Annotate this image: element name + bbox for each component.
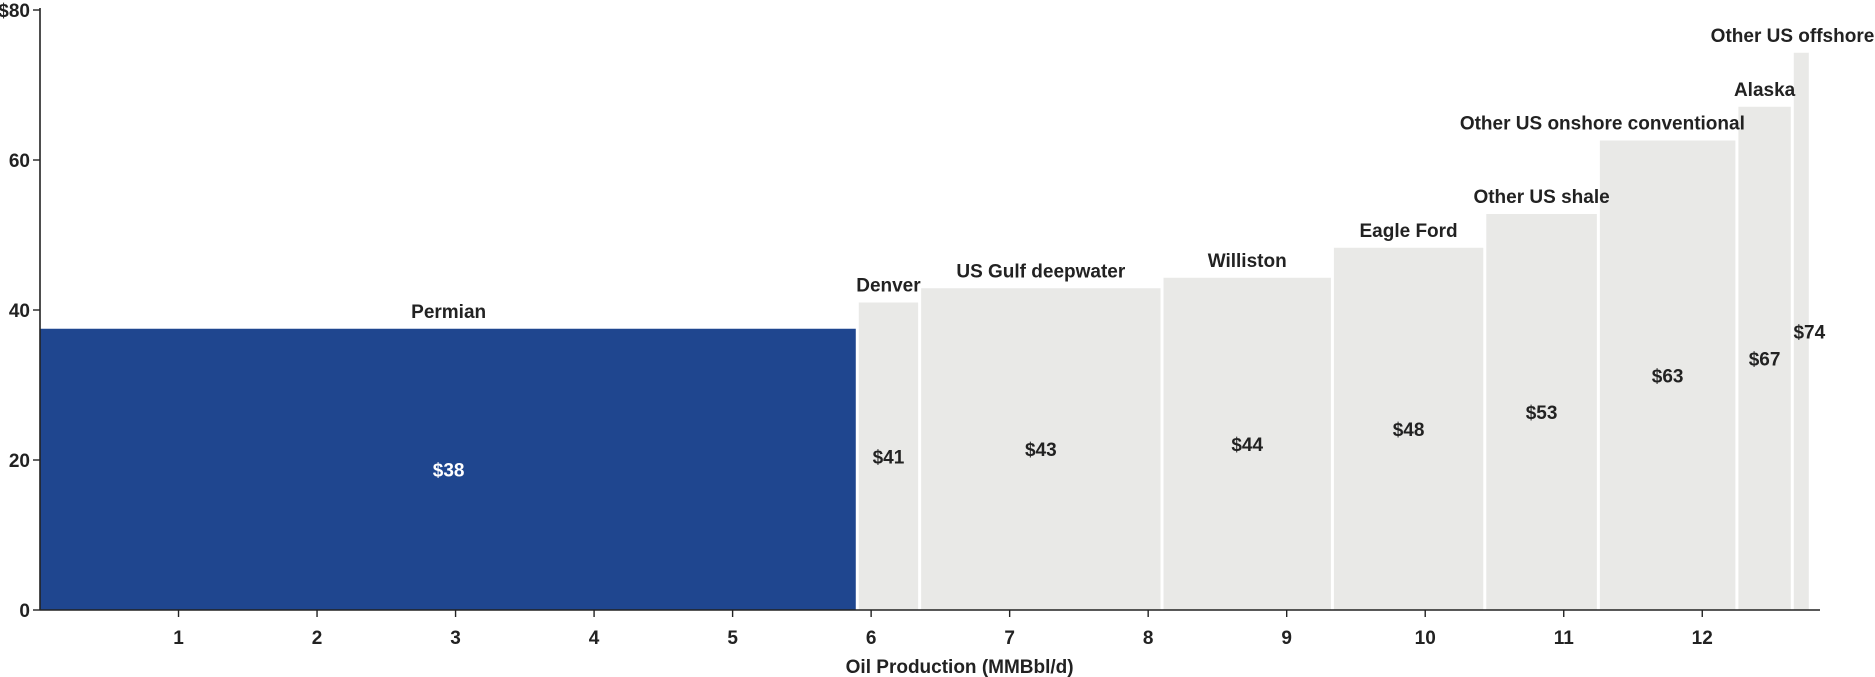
x-tick-label: 9 (1281, 628, 1292, 649)
segment-label-other-us-shale: Other US shale (1473, 187, 1609, 208)
x-tick-label: 10 (1415, 628, 1436, 649)
value-label-williston: $44 (1231, 435, 1263, 456)
bar-us-gulf-deepwater (921, 288, 1161, 610)
value-label-alaska: $67 (1749, 349, 1781, 370)
x-tick-label: 6 (866, 628, 877, 649)
bar-alaska (1738, 106, 1791, 610)
segment-label-eagle-ford: Eagle Ford (1359, 221, 1457, 242)
bar-eagle-ford (1333, 247, 1484, 610)
bar-permian (40, 328, 856, 610)
bar-other-us-onshore-conventional (1599, 140, 1736, 610)
x-tick-label: 2 (312, 628, 323, 649)
x-tick-label: 12 (1692, 628, 1713, 649)
segment-label-other-us-onshore-conventional: Other US onshore conventional (1460, 114, 1745, 135)
y-tick-label: 40 (9, 301, 30, 322)
x-axis-title: Oil Production (MMBbl/d) (846, 657, 1074, 677)
value-label-other-us-offshore: $74 (1793, 322, 1825, 343)
value-labels-layer: $38 $41 $43 $44 $48 $53 $63 $67 $74 (433, 322, 1826, 481)
bar-other-us-shale (1486, 214, 1597, 610)
value-label-permian: $38 (433, 460, 465, 481)
y-tick-label: 60 (9, 151, 30, 172)
y-ticks-layer: 0 20 40 60 $80 (0, 1, 40, 622)
x-tick-label: 5 (727, 628, 738, 649)
segment-labels-layer: Permian Denver US Gulf deepwater Williston E… (411, 26, 1874, 323)
segment-label-us-gulf-deepwater: US Gulf deepwater (956, 261, 1126, 282)
x-tick-label: 1 (173, 628, 184, 649)
bar-denver (858, 302, 919, 610)
x-tick-label: 8 (1143, 628, 1154, 649)
bar-williston (1163, 277, 1331, 610)
bars-layer (40, 52, 1809, 610)
segment-label-permian: Permian (411, 302, 486, 323)
value-label-other-us-shale: $53 (1526, 403, 1558, 424)
y-tick-label: $80 (0, 1, 30, 22)
value-label-denver: $41 (873, 447, 905, 468)
segment-label-other-us-offshore: Other US offshore (1711, 26, 1875, 47)
bar-other-us-offshore (1793, 52, 1809, 610)
y-tick-label: 0 (19, 601, 30, 622)
x-tick-label: 4 (589, 628, 600, 649)
axes-layer (39, 8, 1820, 611)
x-tick-label: 3 (450, 628, 461, 649)
value-label-other-us-onshore-conventional: $63 (1652, 366, 1684, 387)
segment-label-williston: Williston (1208, 251, 1287, 272)
x-tick-label: 7 (1004, 628, 1015, 649)
segment-label-denver: Denver (856, 276, 921, 297)
x-tick-label: 11 (1554, 628, 1575, 649)
segment-label-alaska: Alaska (1734, 80, 1796, 101)
y-tick-label: 20 (9, 451, 30, 472)
x-ticks-layer: 1 2 3 4 5 6 7 8 9 10 11 12 (173, 610, 1713, 649)
value-label-eagle-ford: $48 (1393, 420, 1425, 441)
value-label-us-gulf-deepwater: $43 (1025, 440, 1057, 461)
